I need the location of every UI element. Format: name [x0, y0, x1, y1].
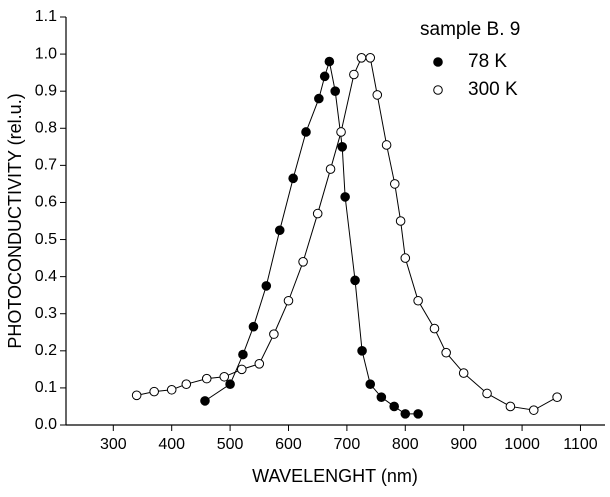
x-tick-label: 300	[100, 436, 127, 453]
y-tick-label: 0.6	[35, 194, 57, 211]
point	[149, 386, 159, 397]
point	[181, 379, 192, 390]
y-axis-label: PHOTOCONDUCTIVITY (rel.u.)	[5, 93, 25, 348]
x-tick-label: 800	[392, 436, 419, 453]
y-tick-label: 0.0	[35, 416, 57, 433]
y-tick-label: 0.5	[35, 231, 57, 248]
fit-line	[204, 61, 419, 415]
point	[365, 379, 376, 390]
point	[389, 179, 400, 189]
point	[340, 192, 350, 202]
point	[330, 86, 341, 96]
point	[528, 405, 539, 415]
point	[365, 53, 376, 63]
point	[200, 396, 210, 406]
point	[319, 71, 330, 82]
point	[395, 216, 406, 226]
point	[298, 257, 308, 267]
point	[505, 401, 516, 412]
point	[357, 346, 367, 356]
point	[269, 329, 279, 339]
point	[283, 295, 294, 306]
x-tick-label: 600	[275, 436, 302, 453]
point	[350, 275, 360, 286]
x-tick-label: 700	[334, 436, 361, 453]
point	[312, 208, 323, 219]
fit-line	[136, 57, 558, 411]
point	[324, 56, 335, 67]
y-tick-label: 0.2	[35, 342, 57, 359]
legend-label: 78 K	[468, 51, 507, 72]
point	[372, 90, 383, 100]
point	[400, 253, 411, 263]
legend-marker	[433, 57, 443, 67]
point	[552, 392, 562, 402]
point	[376, 392, 387, 402]
point	[381, 140, 392, 150]
x-tick-label: 400	[158, 436, 185, 453]
point	[219, 371, 230, 382]
point	[314, 93, 324, 104]
y-tick-label: 0.9	[35, 82, 57, 99]
y-tick-label: 0.8	[35, 119, 57, 136]
x-tick-label: 900	[450, 436, 477, 453]
point	[349, 69, 359, 80]
point	[238, 349, 248, 360]
point	[254, 359, 265, 369]
point	[482, 388, 492, 399]
point	[201, 373, 212, 384]
point	[131, 390, 142, 401]
x-tick-label: 1100	[563, 436, 598, 453]
x-axis-label: WAVELENGHT (nm)	[252, 466, 418, 486]
y-tick-label: 0.4	[35, 268, 57, 285]
point	[458, 368, 469, 378]
y-tick-label: 1.0	[35, 45, 57, 62]
point	[236, 364, 247, 375]
point	[429, 323, 440, 334]
x-tick-label: 1000	[504, 436, 540, 453]
y-tick-label: 1.1	[35, 8, 57, 25]
legend-marker	[433, 85, 443, 95]
point	[413, 295, 423, 306]
point	[441, 347, 451, 358]
point	[413, 409, 423, 419]
point	[166, 384, 177, 395]
point	[261, 281, 272, 291]
point	[337, 142, 348, 152]
y-tick-label: 0.7	[35, 157, 57, 174]
point	[389, 401, 399, 412]
y-tick-label: 0.1	[35, 379, 57, 396]
x-tick-label: 500	[217, 436, 244, 453]
y-tick-label: 0.3	[35, 305, 57, 322]
point	[336, 127, 346, 137]
legend-label: 300 K	[468, 79, 518, 100]
point	[400, 409, 411, 419]
point	[301, 127, 311, 137]
point	[225, 379, 235, 390]
point	[288, 173, 298, 184]
point	[274, 225, 285, 236]
point	[325, 164, 336, 174]
point	[248, 321, 259, 332]
point	[356, 53, 367, 63]
legend-title: sample B. 9	[420, 19, 520, 40]
